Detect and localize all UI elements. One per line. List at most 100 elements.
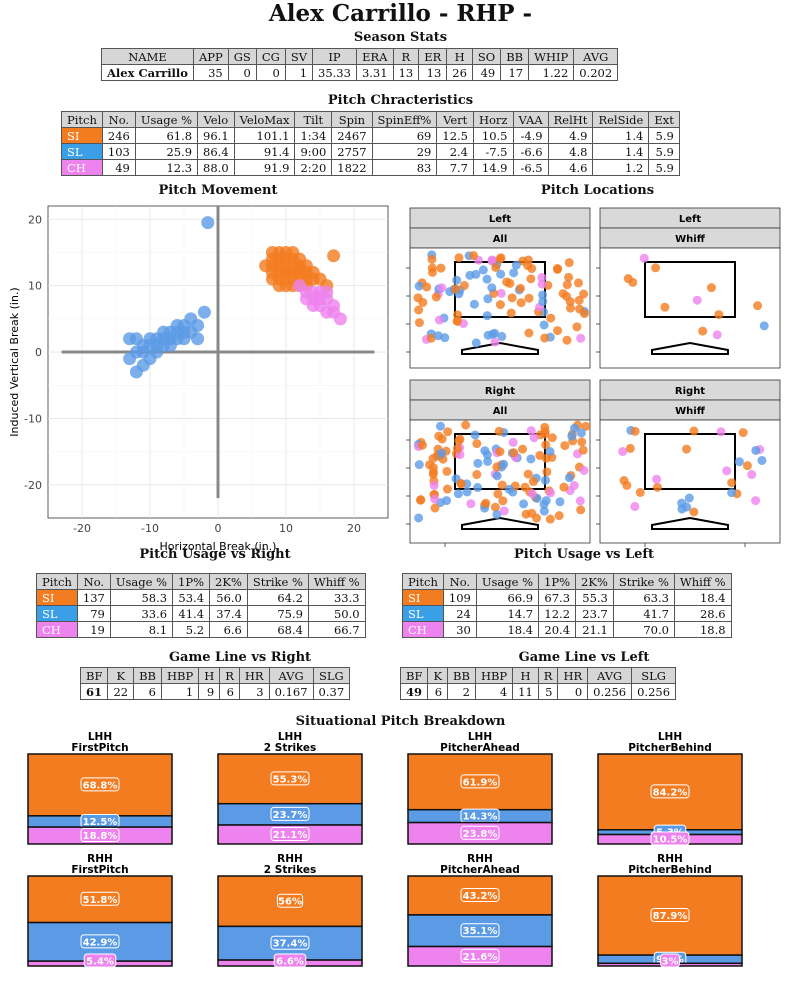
facet-strip-label: Right bbox=[485, 386, 515, 397]
table-cell: 0 bbox=[255, 64, 286, 81]
table-cell: 4.9 bbox=[547, 127, 594, 144]
data-point-SI bbox=[279, 279, 293, 293]
location-point-SL bbox=[414, 281, 424, 291]
table-cell: 5.9 bbox=[648, 143, 680, 160]
table-cell: 24 bbox=[442, 605, 477, 622]
table-cell: -6.6 bbox=[512, 143, 549, 160]
pitch-locations-chart: Left All Left Whiff Right All Right Whiff bbox=[406, 207, 781, 547]
location-point-SI bbox=[573, 278, 583, 288]
location-point-CH bbox=[639, 253, 649, 263]
data-label-box bbox=[660, 953, 680, 968]
data-point-SI bbox=[293, 262, 307, 276]
location-point-SI bbox=[622, 480, 632, 490]
panel-title: LHH bbox=[468, 731, 492, 743]
location-point-SI bbox=[562, 335, 572, 345]
table-cell: 30 bbox=[442, 621, 477, 638]
y-tick-label: 10 bbox=[28, 280, 42, 293]
gameline-left-title: Game Line vs Left bbox=[518, 650, 650, 665]
location-point-SI bbox=[753, 301, 763, 311]
location-point-SL bbox=[576, 428, 586, 438]
panel-title: RHH bbox=[467, 853, 493, 865]
column-header: BB bbox=[500, 48, 530, 65]
location-point-SL bbox=[437, 448, 447, 458]
location-point-SI bbox=[414, 305, 424, 315]
location-point-CH bbox=[466, 499, 476, 509]
usage-left-table: Pitch No. Usage % 1P% 2K% Strike % Whiff % SI 10… bbox=[402, 573, 732, 638]
location-point-SI bbox=[497, 480, 507, 490]
location-point-SI bbox=[554, 511, 564, 521]
location-point-CH bbox=[430, 494, 440, 504]
data-point-SL bbox=[197, 305, 211, 319]
facet-panel bbox=[599, 419, 781, 544]
panel-title: RHH bbox=[277, 853, 303, 865]
table-cell: 6 bbox=[219, 683, 240, 700]
location-point-SI bbox=[651, 263, 661, 273]
location-point-SL bbox=[751, 445, 761, 455]
column-header: H bbox=[198, 667, 221, 684]
column-header: IP bbox=[312, 48, 357, 65]
location-point-SI bbox=[422, 282, 432, 292]
location-point-SL bbox=[538, 297, 548, 307]
table-cell: 137 bbox=[76, 589, 111, 606]
column-header: R bbox=[537, 667, 559, 684]
x-tick-label: -10 bbox=[141, 522, 159, 535]
location-point-SL bbox=[538, 290, 548, 300]
table-cell: 12.3 bbox=[134, 159, 199, 176]
location-point-SL bbox=[539, 506, 549, 516]
season-stats-table: NAME APP GS CG SV IP ERA R ER H SO BB WHIP AVG Alex Ca… bbox=[101, 48, 619, 81]
column-header: K bbox=[107, 667, 135, 684]
column-header: RelHt bbox=[547, 111, 594, 128]
data-label-box bbox=[80, 891, 120, 906]
location-point-SI bbox=[527, 264, 537, 274]
table-cell: 0.202 bbox=[573, 64, 619, 81]
table-cell: 49 bbox=[101, 159, 136, 176]
data-label-box bbox=[650, 831, 690, 846]
data-label-box bbox=[80, 934, 120, 949]
data-point-CH bbox=[293, 279, 307, 293]
data-label-box bbox=[460, 887, 500, 902]
table-cell: 101.1 bbox=[233, 127, 296, 144]
location-point-SI bbox=[490, 502, 500, 512]
table-cell: 18.4 bbox=[673, 589, 732, 606]
table-cell: 1 bbox=[160, 683, 200, 700]
location-point-SI bbox=[572, 322, 582, 332]
table-cell: SI bbox=[402, 589, 444, 606]
location-point-SI bbox=[509, 448, 519, 458]
header-row: Pitch No. Usage % 1P% 2K% Strike % Whiff % bbox=[36, 573, 366, 590]
column-header: SLG bbox=[312, 667, 351, 684]
table-cell: 13 bbox=[392, 64, 420, 81]
column-header: Usage % bbox=[134, 111, 199, 128]
column-header: No. bbox=[101, 111, 136, 128]
table-cell: 0.256 bbox=[631, 683, 677, 700]
table-row: SL 103 25.9 86.4 91.4 9:00 2757 29 2.4 -7.5 -6.6 4.… bbox=[61, 143, 680, 160]
data-label-box bbox=[83, 953, 117, 968]
table-cell: 6.6 bbox=[209, 621, 248, 638]
facet-strip-label: Whiff bbox=[675, 406, 706, 417]
column-header: Strike % bbox=[612, 573, 675, 590]
table-cell: 28.6 bbox=[673, 605, 732, 622]
header-row: NAME APP GS CG SV IP ERA R ER H SO BB WHIP AVG bbox=[101, 48, 619, 65]
column-header: SO bbox=[471, 48, 502, 65]
table-row: SL 24 14.7 12.2 23.7 41.7 28.6 bbox=[402, 605, 732, 622]
table-cell: 14.9 bbox=[472, 159, 514, 176]
location-point-SI bbox=[581, 421, 591, 431]
data-point-SL bbox=[123, 332, 137, 346]
location-point-SL bbox=[727, 488, 737, 498]
location-point-SL bbox=[684, 493, 694, 503]
location-point-SI bbox=[577, 437, 587, 447]
location-point-SL bbox=[483, 330, 493, 340]
table-cell: 22 bbox=[107, 683, 135, 700]
table-cell: 26 bbox=[446, 64, 473, 81]
season-stats-title: Season Stats bbox=[353, 30, 448, 45]
table-cell: CH bbox=[402, 621, 444, 638]
location-point-CH bbox=[747, 470, 757, 480]
table-cell: 91.4 bbox=[233, 143, 296, 160]
panel-subtitle: PitcherBehind bbox=[628, 742, 712, 754]
table-cell: 41.7 bbox=[612, 605, 675, 622]
table-cell: 18.8 bbox=[673, 621, 732, 638]
location-point-SI bbox=[495, 447, 505, 457]
table-cell: 58.3 bbox=[109, 589, 174, 606]
location-point-CH bbox=[692, 295, 702, 305]
column-header: Horz bbox=[472, 111, 514, 128]
table-cell: 4.6 bbox=[547, 159, 594, 176]
